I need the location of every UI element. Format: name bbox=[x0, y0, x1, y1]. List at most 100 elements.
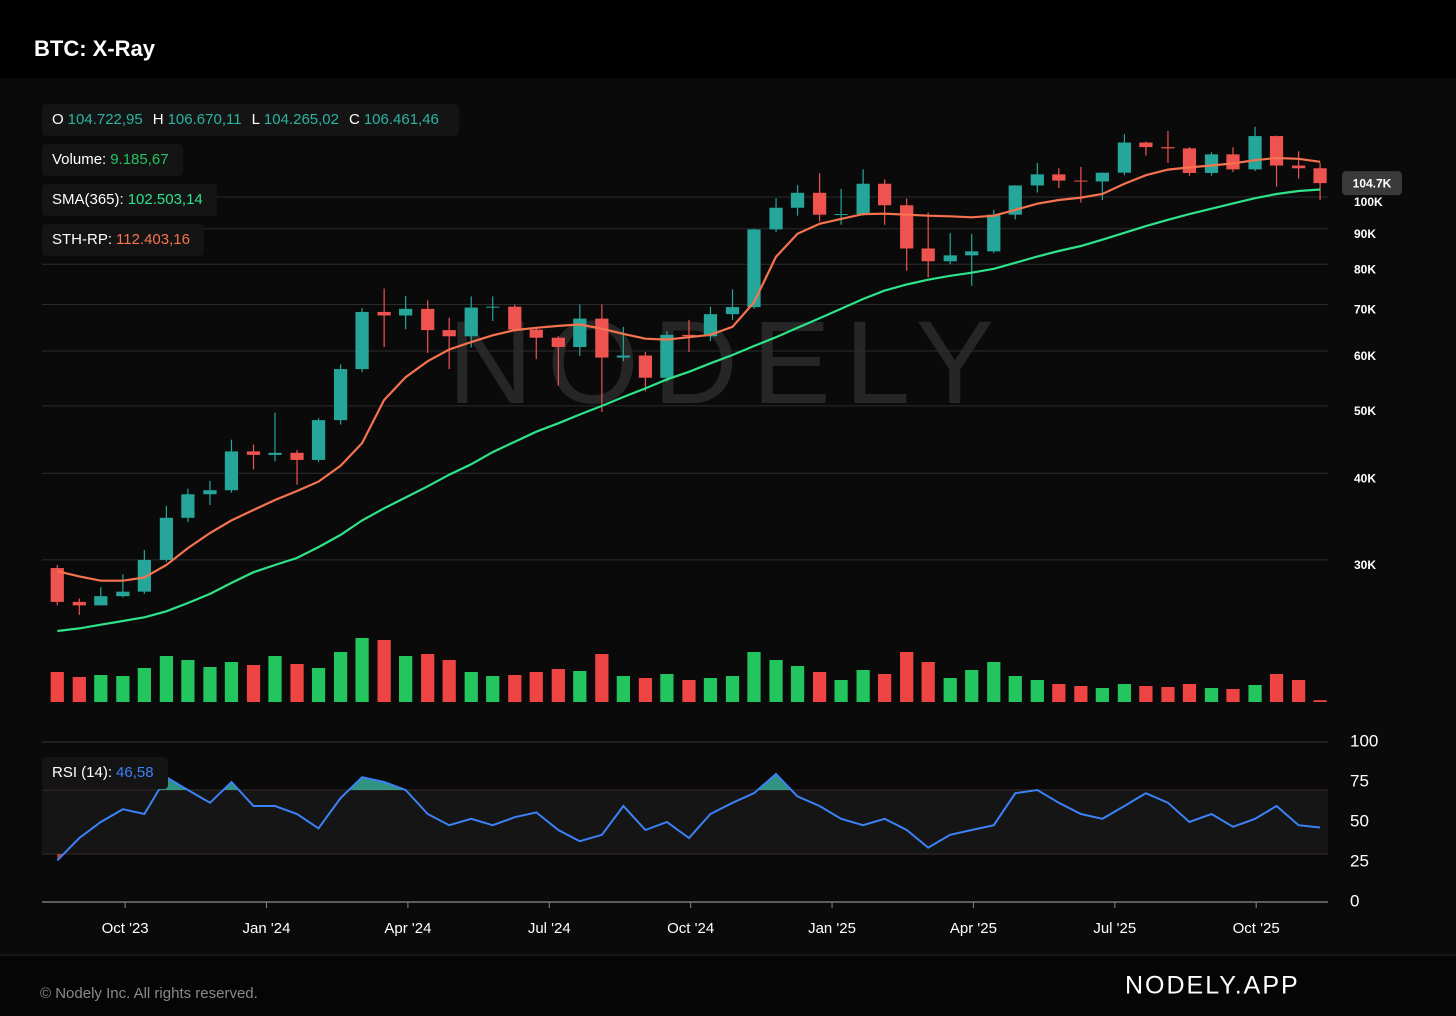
volume-bar bbox=[703, 678, 718, 702]
candle-body bbox=[769, 207, 783, 230]
volume-bar bbox=[290, 664, 304, 702]
volume-bar bbox=[421, 654, 435, 702]
volume-bar bbox=[333, 652, 348, 702]
candle-body bbox=[355, 311, 369, 370]
volume-bar bbox=[203, 667, 217, 702]
y-tick-label: 50K bbox=[1354, 404, 1376, 418]
legend-label: L bbox=[251, 111, 260, 128]
y-tick-label: 100K bbox=[1354, 195, 1383, 209]
ohlc-legend: O 104.722,95 H 106.670,11 L 104.265,02 C 106.46… bbox=[42, 104, 459, 136]
candle-body bbox=[660, 334, 674, 378]
copyright: © Nodely Inc. All rights reserved. bbox=[40, 985, 258, 1002]
volume-bar bbox=[1117, 684, 1132, 702]
legend-value: 46,58 bbox=[116, 764, 154, 781]
volume-bar bbox=[1074, 686, 1088, 702]
candle-body bbox=[834, 214, 848, 216]
y-tick-label: 100 bbox=[1350, 731, 1378, 750]
candle-body bbox=[616, 355, 630, 358]
volume-bar bbox=[1204, 688, 1219, 702]
candle-body bbox=[1074, 180, 1088, 182]
legend-value: 106.670,11 bbox=[167, 111, 242, 128]
y-tick-label: 50 bbox=[1350, 811, 1369, 830]
volume-bar bbox=[159, 656, 174, 702]
candle-body bbox=[50, 568, 64, 602]
volume-bar bbox=[834, 680, 848, 702]
rsi-line bbox=[56, 772, 1321, 862]
volume-bar bbox=[682, 680, 696, 702]
volume-bar bbox=[1248, 685, 1262, 702]
candle-body bbox=[421, 308, 435, 331]
volume-bar bbox=[529, 672, 543, 702]
candle-body bbox=[682, 334, 696, 337]
y-tick-label: 70K bbox=[1354, 303, 1376, 317]
candle-body bbox=[203, 490, 217, 495]
candle-body bbox=[812, 192, 827, 215]
candle-body bbox=[790, 192, 805, 208]
candle-body bbox=[224, 451, 239, 491]
volume-bar bbox=[1313, 700, 1327, 702]
x-tick-label: Oct '23 bbox=[102, 920, 149, 937]
volume-bar bbox=[1291, 680, 1306, 702]
last-price-tag bbox=[1342, 171, 1402, 196]
volume-bar bbox=[355, 638, 369, 702]
volume-bar bbox=[94, 675, 108, 702]
volume-bar bbox=[1269, 674, 1284, 702]
candle-body bbox=[965, 251, 979, 256]
candle-body bbox=[1052, 174, 1066, 181]
volume-bar bbox=[1182, 684, 1197, 702]
candle-body bbox=[1291, 165, 1306, 169]
x-tick-label: Jul '25 bbox=[1093, 920, 1136, 937]
volume-bar bbox=[965, 670, 979, 702]
rsi-band bbox=[42, 790, 1328, 854]
candle-body bbox=[290, 452, 304, 460]
candle-body bbox=[116, 591, 130, 597]
x-tick-label: Apr '24 bbox=[384, 920, 431, 937]
volume-bar bbox=[660, 674, 674, 702]
y-tick-label: 0 bbox=[1350, 891, 1359, 910]
volume-bar bbox=[595, 654, 609, 702]
candle-body bbox=[1269, 136, 1284, 166]
volume-bar bbox=[812, 672, 827, 702]
candle-body bbox=[703, 314, 718, 337]
candle-body bbox=[1095, 172, 1109, 182]
candle-body bbox=[1117, 142, 1132, 173]
volume-bar bbox=[1226, 689, 1240, 702]
volume-bar bbox=[72, 677, 86, 702]
volume-bar bbox=[921, 662, 935, 702]
volume-bar bbox=[377, 640, 391, 702]
last-price-label: 104.7K bbox=[1353, 176, 1392, 190]
volume-bar bbox=[1052, 684, 1066, 702]
volume-bar bbox=[943, 678, 957, 702]
overbought-fill bbox=[57, 774, 1321, 790]
candle-body bbox=[508, 306, 522, 330]
volume-bar bbox=[442, 660, 456, 702]
candle-body bbox=[72, 601, 86, 606]
legend-label: STH-RP: bbox=[52, 231, 112, 248]
plot-area: 30K 40K 50K 60K 70K 80K 90K 100K 104.7K Oct '23 Ja… bbox=[42, 126, 1402, 937]
volume-bar bbox=[399, 656, 413, 702]
candle-body bbox=[595, 318, 609, 358]
candle-body bbox=[377, 311, 391, 316]
page-title: BTC: X-Ray bbox=[34, 36, 156, 61]
candle-body bbox=[878, 183, 892, 206]
x-tick-label: Oct '24 bbox=[667, 920, 714, 937]
candle-body bbox=[137, 559, 151, 592]
candle-body bbox=[725, 307, 740, 315]
footer-bar bbox=[0, 955, 1456, 1016]
legend-value: 102.503,14 bbox=[127, 191, 203, 208]
candle-body bbox=[1139, 142, 1153, 148]
volume-bar bbox=[573, 671, 587, 702]
candle-body bbox=[921, 248, 935, 262]
legend-label: O bbox=[52, 111, 64, 128]
candle-body bbox=[1226, 154, 1240, 170]
x-tick-label: Jan '25 bbox=[808, 920, 856, 937]
legend-value: 112.403,16 bbox=[116, 231, 190, 248]
sma-legend: SMA(365): 102.503,14 bbox=[42, 184, 217, 216]
candle-body bbox=[638, 355, 653, 378]
volume-bar bbox=[551, 669, 565, 702]
candle-body bbox=[529, 329, 543, 338]
y-tick-label: 40K bbox=[1354, 471, 1376, 485]
candle-body bbox=[1161, 147, 1175, 149]
volume-bar bbox=[311, 668, 326, 702]
